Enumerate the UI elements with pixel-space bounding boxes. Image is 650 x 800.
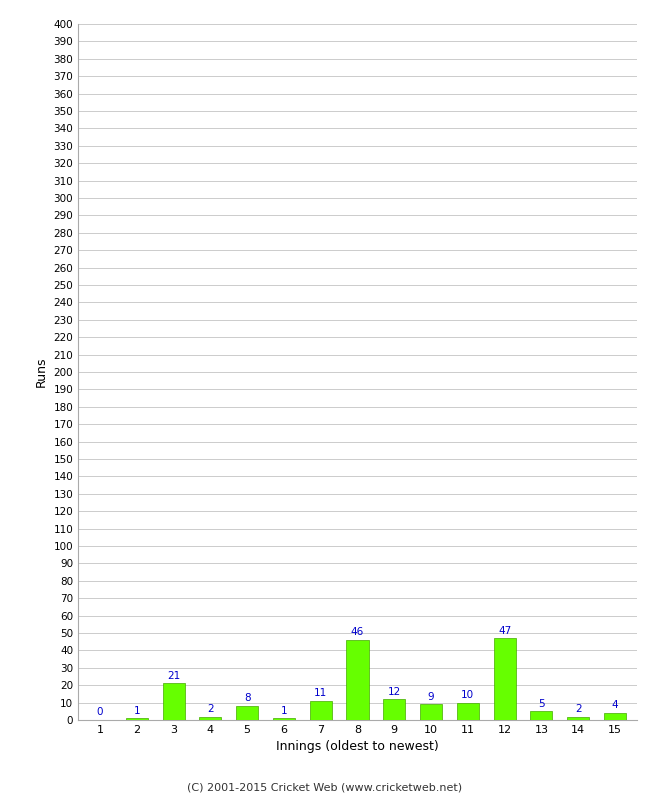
Bar <box>420 704 442 720</box>
Text: 8: 8 <box>244 694 250 703</box>
Bar <box>493 638 515 720</box>
Y-axis label: Runs: Runs <box>35 357 48 387</box>
Bar <box>457 702 479 720</box>
Bar <box>162 683 185 720</box>
Text: 12: 12 <box>387 686 401 697</box>
Text: 11: 11 <box>314 688 328 698</box>
Bar <box>236 706 258 720</box>
Text: 1: 1 <box>133 706 140 716</box>
Bar <box>384 699 406 720</box>
Text: 10: 10 <box>462 690 474 700</box>
Text: 47: 47 <box>498 626 512 636</box>
Bar <box>530 711 552 720</box>
Text: 9: 9 <box>428 692 434 702</box>
Text: 0: 0 <box>97 707 103 718</box>
Text: 2: 2 <box>207 704 214 714</box>
Text: 2: 2 <box>575 704 582 714</box>
Text: (C) 2001-2015 Cricket Web (www.cricketweb.net): (C) 2001-2015 Cricket Web (www.cricketwe… <box>187 782 463 792</box>
Text: 4: 4 <box>612 701 618 710</box>
X-axis label: Innings (oldest to newest): Innings (oldest to newest) <box>276 741 439 754</box>
Text: 5: 5 <box>538 698 545 709</box>
Bar <box>567 717 589 720</box>
Bar <box>200 717 222 720</box>
Bar <box>126 718 148 720</box>
Bar <box>273 718 295 720</box>
Text: 1: 1 <box>281 706 287 716</box>
Text: 46: 46 <box>351 627 364 638</box>
Bar <box>309 701 332 720</box>
Text: 21: 21 <box>167 671 180 681</box>
Bar <box>346 640 369 720</box>
Bar <box>604 713 626 720</box>
